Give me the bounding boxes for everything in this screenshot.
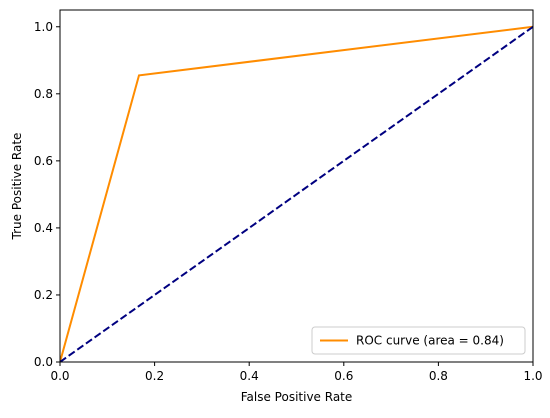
y-tick-label: 0.4 xyxy=(34,221,53,235)
y-tick-label: 1.0 xyxy=(34,20,53,34)
axes-frame xyxy=(59,9,534,363)
y-tick-label: 0.6 xyxy=(34,154,53,168)
plot-layer xyxy=(60,25,533,362)
legend: ROC curve (area = 0.84) xyxy=(311,326,526,355)
legend-box xyxy=(311,326,526,355)
y-tick-label: 0.0 xyxy=(34,355,53,369)
y-axis-label: True Positive Rate xyxy=(10,133,24,241)
x-tick-label: 0.2 xyxy=(145,369,164,383)
legend-label-roc: ROC curve (area = 0.84) xyxy=(356,334,504,348)
x-tick-label: 0.8 xyxy=(429,369,448,383)
x-tick-label: 0.0 xyxy=(50,369,69,383)
chance-diagonal-line xyxy=(60,25,533,362)
y-tick-label: 0.8 xyxy=(34,87,53,101)
y-tick-label: 0.2 xyxy=(34,288,53,302)
x-tick-label: 0.6 xyxy=(334,369,353,383)
ticks-layer: 0.0 0.2 0.4 0.6 0.8 1.0 0.0 0.2 0.4 0.6 0.8 1.0 xyxy=(34,20,543,383)
x-tick-label: 1.0 xyxy=(523,369,542,383)
x-tick-label: 0.4 xyxy=(240,369,259,383)
roc-curve-line xyxy=(60,25,533,362)
x-axis-label: False Positive Rate xyxy=(241,390,353,404)
